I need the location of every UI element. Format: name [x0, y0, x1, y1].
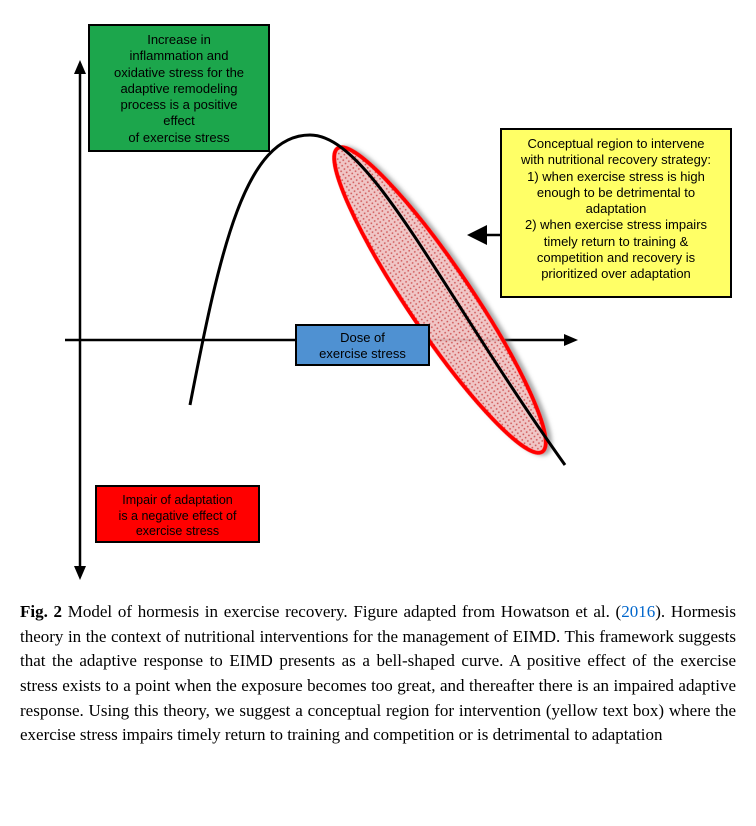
y-axis-arrow-down	[74, 566, 86, 580]
x-axis-label-text: Dose ofexercise stress	[319, 330, 406, 361]
caption-text-2: ). Hormesis theory in the context of nut…	[20, 602, 736, 744]
y-axis-arrow-up	[74, 60, 86, 74]
intervention-text: Conceptual region to intervenewith nutri…	[521, 136, 711, 281]
negative-effect-text: Impair of adaptationis a negative effect…	[119, 493, 237, 538]
caption-label: Fig. 2	[20, 602, 62, 621]
intervention-box: Conceptual region to intervenewith nutri…	[500, 128, 732, 298]
x-axis-label-box: Dose ofexercise stress	[295, 324, 430, 366]
figure-caption: Fig. 2 Model of hormesis in exercise rec…	[20, 600, 736, 748]
x-axis-arrow	[564, 334, 578, 346]
caption-citation: 2016	[621, 602, 655, 621]
positive-effect-box: Increase ininflammation andoxidative str…	[88, 24, 270, 152]
positive-effect-text: Increase ininflammation andoxidative str…	[114, 32, 244, 145]
caption-text-1: Model of hormesis in exercise recovery. …	[62, 602, 621, 621]
negative-effect-box: Impair of adaptationis a negative effect…	[95, 485, 260, 543]
figure-diagram: Increase ininflammation andoxidative str…	[20, 20, 736, 580]
